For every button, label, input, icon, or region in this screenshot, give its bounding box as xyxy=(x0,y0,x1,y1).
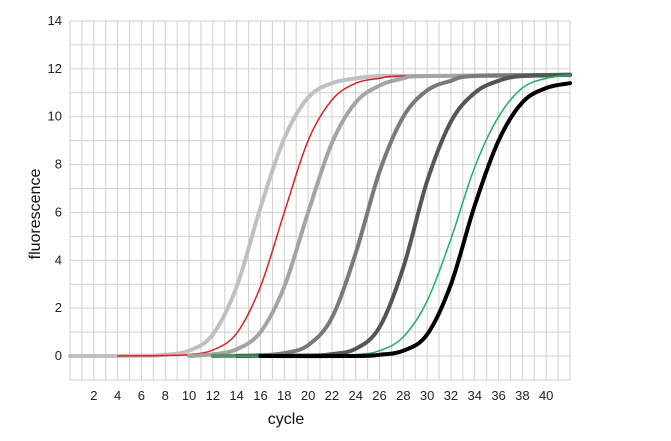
x-tick-label: 24 xyxy=(348,388,362,403)
y-tick-labels: 0 2 4 6 8 10 12 14 xyxy=(48,13,62,363)
x-tick-label: 22 xyxy=(325,388,339,403)
x-tick-labels: 2 4 6 8 10 12 14 16 18 20 22 24 26 28 30 32 34 36 38 40 xyxy=(90,388,553,403)
x-tick-label: 34 xyxy=(468,388,482,403)
x-axis-title: cycle xyxy=(268,411,305,428)
x-tick-label: 28 xyxy=(396,388,410,403)
series-line-1 xyxy=(68,73,549,358)
x-tick-label: 20 xyxy=(301,388,315,403)
x-tick-label: 6 xyxy=(138,388,145,403)
y-tick-label: 4 xyxy=(55,252,62,267)
x-tick-label: 36 xyxy=(491,388,505,403)
y-tick-label: 8 xyxy=(55,157,62,172)
x-tick-label: 18 xyxy=(277,388,291,403)
y-tick-label: 14 xyxy=(48,13,62,28)
x-tick-label: 8 xyxy=(162,388,169,403)
x-tick-label: 38 xyxy=(515,388,529,403)
y-tick-label: 12 xyxy=(48,61,62,76)
x-tick-label: 30 xyxy=(420,388,434,403)
series-line-3 xyxy=(187,72,572,358)
x-tick-label: 26 xyxy=(372,388,386,403)
series-line-7 xyxy=(258,81,572,359)
y-tick-label: 2 xyxy=(55,300,62,315)
x-tick-label: 2 xyxy=(90,388,97,403)
series-lines xyxy=(68,72,572,359)
x-tick-label: 40 xyxy=(539,388,553,403)
x-tick-label: 10 xyxy=(182,388,196,403)
series-line-4 xyxy=(210,72,572,358)
y-tick-label: 10 xyxy=(48,109,62,124)
x-tick-label: 14 xyxy=(229,388,243,403)
x-tick-label: 12 xyxy=(206,388,220,403)
y-tick-label: 0 xyxy=(55,348,62,363)
x-tick-label: 32 xyxy=(444,388,458,403)
y-tick-label: 6 xyxy=(55,204,62,219)
x-tick-label: 4 xyxy=(114,388,121,403)
x-tick-label: 16 xyxy=(253,388,267,403)
y-axis-title: fluorescence xyxy=(27,169,44,260)
